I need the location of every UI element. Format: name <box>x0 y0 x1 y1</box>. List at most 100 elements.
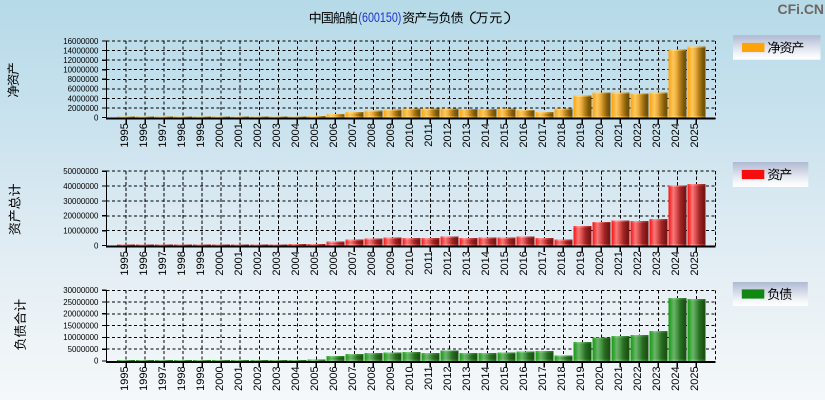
svg-text:1997: 1997 <box>157 366 169 390</box>
svg-text:2008: 2008 <box>366 366 378 390</box>
svg-text:2011: 2011 <box>423 123 435 147</box>
svg-text:2007: 2007 <box>347 123 359 147</box>
svg-text:2000: 2000 <box>214 366 226 390</box>
svg-text:2014: 2014 <box>480 366 492 390</box>
svg-text:20000000: 20000000 <box>63 310 99 319</box>
svg-text:2013: 2013 <box>461 123 473 147</box>
svg-text:2003: 2003 <box>271 366 283 390</box>
svg-text:2019: 2019 <box>575 366 587 390</box>
svg-text:CFi.CN: CFi.CN <box>778 2 825 17</box>
svg-text:2008: 2008 <box>366 123 378 147</box>
svg-text:2010: 2010 <box>404 251 416 275</box>
svg-text:2007: 2007 <box>347 366 359 390</box>
svg-text:2003: 2003 <box>271 251 283 275</box>
svg-text:2012: 2012 <box>442 366 454 390</box>
svg-text:2011: 2011 <box>423 251 435 275</box>
svg-text:2020: 2020 <box>594 123 606 147</box>
svg-text:1995: 1995 <box>119 123 131 147</box>
svg-text:2022: 2022 <box>632 123 644 147</box>
svg-text:2019: 2019 <box>575 123 587 147</box>
svg-text:5000000: 5000000 <box>68 345 99 354</box>
svg-text:16000000: 16000000 <box>63 37 99 46</box>
svg-text:2023: 2023 <box>651 366 663 390</box>
svg-text:1997: 1997 <box>157 123 169 147</box>
svg-text:6000000: 6000000 <box>68 85 99 94</box>
svg-text:1997: 1997 <box>157 251 169 275</box>
svg-text:2015: 2015 <box>499 251 511 275</box>
svg-text:30000000: 30000000 <box>63 197 99 206</box>
svg-text:2010: 2010 <box>404 366 416 390</box>
svg-text:1998: 1998 <box>176 123 188 147</box>
svg-text:2003: 2003 <box>271 123 283 147</box>
svg-text:2021: 2021 <box>613 123 625 147</box>
svg-text:2001: 2001 <box>233 123 245 147</box>
svg-text:2004: 2004 <box>290 366 302 390</box>
svg-text:0: 0 <box>94 241 99 250</box>
svg-text:2018: 2018 <box>556 251 568 275</box>
svg-text:8000000: 8000000 <box>68 75 99 84</box>
svg-text:2000: 2000 <box>214 251 226 275</box>
svg-text:1995: 1995 <box>119 366 131 390</box>
svg-text:10000000: 10000000 <box>63 333 99 342</box>
svg-text:2022: 2022 <box>632 366 644 390</box>
svg-text:2014: 2014 <box>480 251 492 275</box>
svg-text:2005: 2005 <box>309 123 321 147</box>
svg-text:50000000: 50000000 <box>63 167 99 176</box>
svg-text:2023: 2023 <box>651 123 663 147</box>
svg-text:2006: 2006 <box>328 123 340 147</box>
svg-text:2015: 2015 <box>499 366 511 390</box>
svg-text:1996: 1996 <box>138 366 150 390</box>
svg-text:1999: 1999 <box>195 366 207 390</box>
svg-text:2021: 2021 <box>613 366 625 390</box>
svg-text:2024: 2024 <box>670 123 682 147</box>
svg-text:2018: 2018 <box>556 123 568 147</box>
svg-text:2025: 2025 <box>689 366 701 390</box>
svg-text:1996: 1996 <box>138 123 150 147</box>
svg-text:12000000: 12000000 <box>63 56 99 65</box>
svg-text:2020: 2020 <box>594 251 606 275</box>
svg-text:2014: 2014 <box>480 123 492 147</box>
svg-text:14000000: 14000000 <box>63 46 99 55</box>
svg-text:1999: 1999 <box>195 251 207 275</box>
svg-text:2005: 2005 <box>309 366 321 390</box>
svg-text:2006: 2006 <box>328 251 340 275</box>
svg-text:10000000: 10000000 <box>63 227 99 236</box>
svg-text:2004: 2004 <box>290 123 302 147</box>
svg-text:2019: 2019 <box>575 251 587 275</box>
svg-text:2023: 2023 <box>651 251 663 275</box>
svg-text:2025: 2025 <box>689 123 701 147</box>
svg-text:2022: 2022 <box>632 251 644 275</box>
svg-text:1996: 1996 <box>138 251 150 275</box>
svg-text:2011: 2011 <box>423 366 435 390</box>
svg-text:2020: 2020 <box>594 366 606 390</box>
svg-text:2007: 2007 <box>347 251 359 275</box>
svg-text:0: 0 <box>94 357 99 366</box>
svg-text:25000000: 25000000 <box>63 298 99 307</box>
svg-text:2005: 2005 <box>309 251 321 275</box>
svg-text:2006: 2006 <box>328 366 340 390</box>
svg-text:1999: 1999 <box>195 123 207 147</box>
svg-text:2024: 2024 <box>670 366 682 390</box>
svg-text:2002: 2002 <box>252 366 264 390</box>
svg-text:2012: 2012 <box>442 251 454 275</box>
svg-text:2021: 2021 <box>613 251 625 275</box>
svg-text:2015: 2015 <box>499 123 511 147</box>
svg-text:2016: 2016 <box>518 366 530 390</box>
svg-text:2010: 2010 <box>404 123 416 147</box>
svg-text:0: 0 <box>94 113 99 122</box>
svg-text:2017: 2017 <box>537 251 549 275</box>
svg-text:(600150): (600150) <box>358 10 401 25</box>
svg-text:30000000: 30000000 <box>63 286 99 295</box>
svg-text:2017: 2017 <box>537 366 549 390</box>
svg-text:2004: 2004 <box>290 251 302 275</box>
svg-text:2025: 2025 <box>689 251 701 275</box>
svg-text:2017: 2017 <box>537 123 549 147</box>
svg-text:2013: 2013 <box>461 366 473 390</box>
svg-text:10000000: 10000000 <box>63 66 99 75</box>
svg-text:1998: 1998 <box>176 366 188 390</box>
svg-text:2018: 2018 <box>556 366 568 390</box>
svg-text:2000: 2000 <box>214 123 226 147</box>
svg-text:2008: 2008 <box>366 251 378 275</box>
svg-text:40000000: 40000000 <box>63 182 99 191</box>
svg-text:2012: 2012 <box>442 123 454 147</box>
